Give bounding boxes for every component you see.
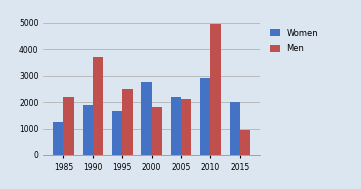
Bar (83, 105, 93, 155)
Bar (122, 89, 132, 155)
Bar (181, 99, 191, 155)
Legend: Women, Men: Women, Men (266, 25, 321, 57)
Bar (171, 97, 181, 155)
Bar (64, 97, 74, 155)
Bar (93, 57, 103, 155)
Bar (240, 130, 250, 155)
Bar (230, 102, 240, 155)
Bar (200, 78, 210, 155)
Bar (210, 24, 221, 155)
Bar (142, 82, 152, 155)
Bar (112, 111, 122, 155)
Bar (53, 122, 64, 155)
Bar (152, 107, 162, 155)
